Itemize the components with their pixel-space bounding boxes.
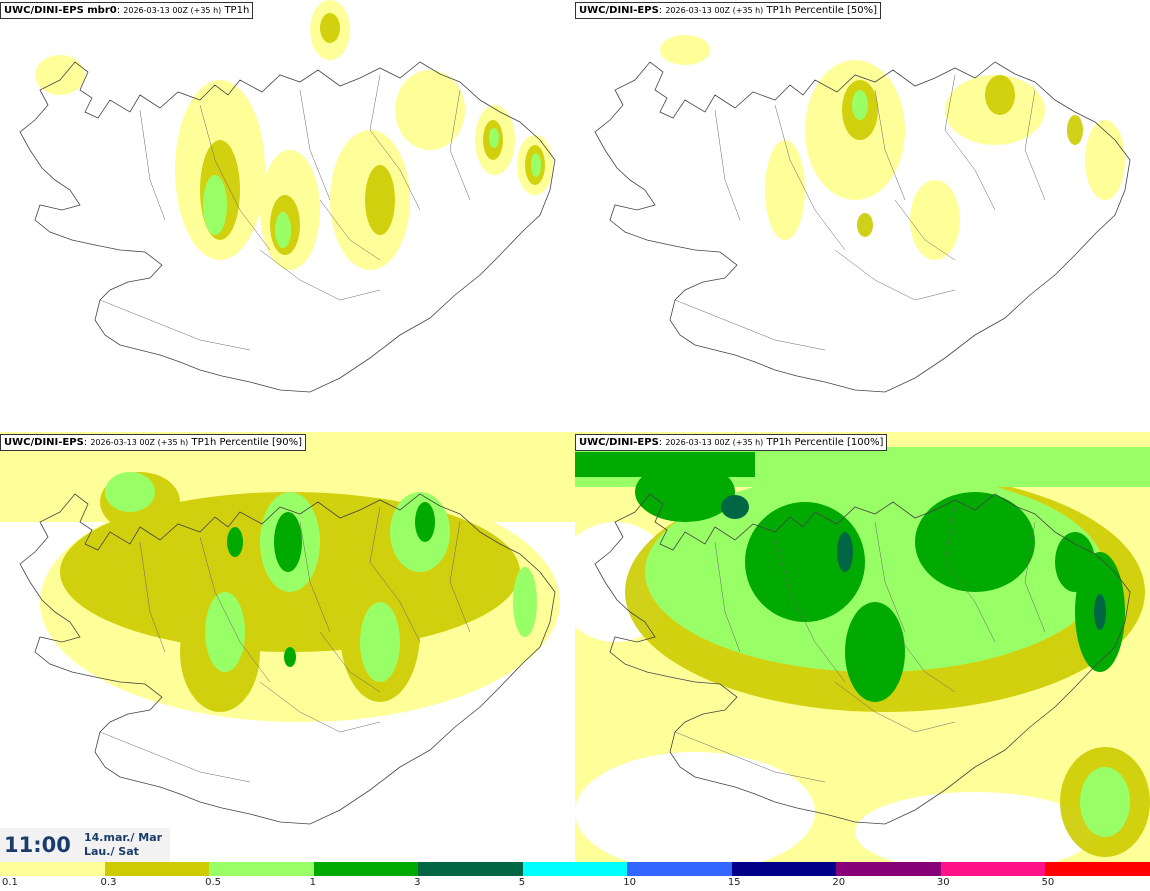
map-panel-p100: UWC/DINI-EPS: 2026-03-13 00Z (+35 h) TP1… <box>575 432 1150 864</box>
model-name: UWC/DINI-EPS mbr0 <box>4 5 117 16</box>
field-name: TP1h Percentile [100%] <box>766 437 884 448</box>
model-name: UWC/DINI-EPS <box>579 437 659 448</box>
legend-swatch <box>940 862 1046 876</box>
legend-label: 0.5 <box>205 877 221 888</box>
legend-swatch <box>1045 862 1150 876</box>
precip-map-4 <box>575 432 1150 864</box>
legend-label: 30 <box>936 877 950 888</box>
precip-map-1 <box>19 0 556 393</box>
run-time: 2026-03-13 00Z (+35 h) <box>90 438 189 447</box>
legend-label: 20 <box>832 877 846 888</box>
legend-swatch <box>209 862 314 876</box>
map-panel-p90: UWC/DINI-EPS: 2026-03-13 00Z (+35 h) TP1… <box>0 432 575 864</box>
legend-label: 0.1 <box>2 877 18 888</box>
precip-map-3 <box>0 432 575 825</box>
field-name: TP1h Percentile [90%] <box>191 437 303 448</box>
run-time: 2026-03-13 00Z (+35 h) <box>665 438 764 447</box>
legend-swatch <box>522 862 628 876</box>
legend-swatch <box>0 862 105 876</box>
run-time: 2026-03-13 00Z (+35 h) <box>123 6 222 15</box>
legend-swatch <box>627 862 732 876</box>
valid-day: Lau./ Sat <box>84 845 139 858</box>
legend-label: 0.3 <box>100 877 117 888</box>
precip-map-2 <box>594 35 1131 393</box>
legend-swatch <box>313 862 419 876</box>
legend-label: 5 <box>518 877 526 888</box>
model-name: UWC/DINI-EPS <box>4 437 84 448</box>
legend-label: 10 <box>623 877 636 888</box>
panel-title: UWC/DINI-EPS: 2026-03-13 00Z (+35 h) TP1… <box>0 434 307 451</box>
map-panel-p50: UWC/DINI-EPS: 2026-03-13 00Z (+35 h) TP1… <box>575 0 1150 432</box>
legend-label: 1 <box>309 877 316 888</box>
legend-label: 3 <box>414 877 421 888</box>
panel-title: UWC/DINI-EPS mbr0: 2026-03-13 00Z (+35 h… <box>0 2 254 19</box>
valid-time-box: 11:00 14.mar./ Mar Lau./ Sat <box>0 828 170 862</box>
model-name: UWC/DINI-EPS <box>579 5 659 16</box>
run-time: 2026-03-13 00Z (+35 h) <box>665 6 764 15</box>
legend-swatch <box>731 862 837 876</box>
field-name: TP1h <box>224 5 250 16</box>
color-legend: 0.1 0.3 0.5 1 3 5 10 15 20 30 50 <box>0 862 1150 891</box>
panel-title: UWC/DINI-EPS: 2026-03-13 00Z (+35 h) TP1… <box>575 434 888 451</box>
legend-swatch <box>418 862 523 876</box>
legend-swatch <box>104 862 210 876</box>
legend-swatch <box>836 862 941 876</box>
panel-title: UWC/DINI-EPS: 2026-03-13 00Z (+35 h) TP1… <box>575 2 882 19</box>
legend-label: 15 <box>727 877 741 888</box>
map-panel-member0: UWC/DINI-EPS mbr0: 2026-03-13 00Z (+35 h… <box>0 0 575 432</box>
legend-bar <box>0 862 1150 876</box>
legend-label: 50 <box>1041 877 1055 888</box>
valid-date: 14.mar./ Mar <box>84 831 163 844</box>
valid-time: 11:00 <box>4 833 71 857</box>
field-name: TP1h Percentile [50%] <box>766 5 878 16</box>
